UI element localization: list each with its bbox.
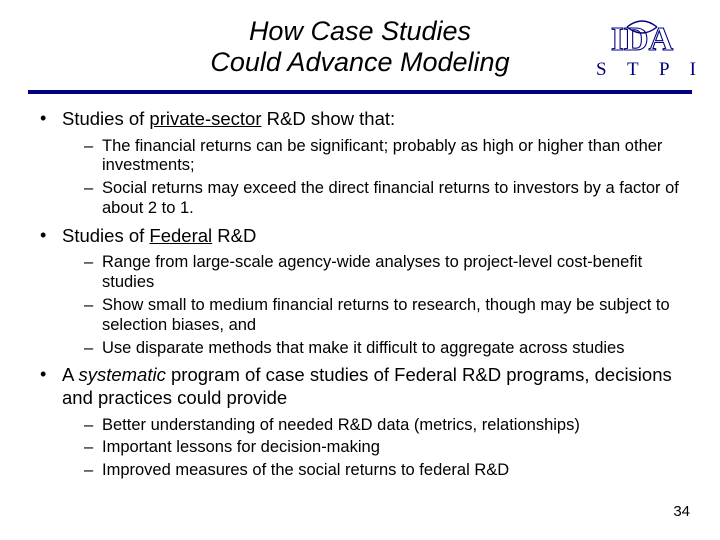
sub-list: Range from large-scale agency-wide analy… xyxy=(62,253,692,358)
ida-logo-icon: IDA xyxy=(603,16,681,56)
title-line-1: How Case Studies xyxy=(128,16,592,47)
sub-item: Show small to medium financial returns t… xyxy=(62,296,692,336)
sub-list: Better understanding of needed R&D data … xyxy=(62,416,692,481)
sub-item: Important lessons for decision-making xyxy=(62,438,692,458)
page-number: 34 xyxy=(673,503,690,520)
slide-title: How Case Studies Could Advance Modeling xyxy=(28,16,692,78)
sub-item: Improved measures of the social returns … xyxy=(62,461,692,481)
logo-subtext: S T P I xyxy=(596,59,688,81)
logo: IDA S T P I xyxy=(596,16,688,81)
bullet-text: Studies of private-sector R&D show that: xyxy=(62,108,395,129)
bullet-item: Studies of private-sector R&D show that:… xyxy=(34,108,692,219)
bullet-text: A systematic program of case studies of … xyxy=(62,364,672,408)
bullet-text: Studies of Federal R&D xyxy=(62,225,256,246)
header: How Case Studies Could Advance Modeling … xyxy=(28,16,692,86)
sub-item: Use disparate methods that make it diffi… xyxy=(62,339,692,359)
title-line-2: Could Advance Modeling xyxy=(128,47,592,78)
sub-item: The financial returns can be significant… xyxy=(62,137,692,177)
sub-item: Range from large-scale agency-wide analy… xyxy=(62,253,692,293)
svg-text:IDA: IDA xyxy=(611,21,674,56)
slide: How Case Studies Could Advance Modeling … xyxy=(0,0,720,540)
sub-item: Social returns may exceed the direct fin… xyxy=(62,179,692,219)
bullet-list: Studies of private-sector R&D show that:… xyxy=(34,108,692,481)
sub-item: Better understanding of needed R&D data … xyxy=(62,416,692,436)
sub-list: The financial returns can be significant… xyxy=(62,137,692,219)
body: Studies of private-sector R&D show that:… xyxy=(28,94,692,481)
bullet-item: Studies of Federal R&D Range from large-… xyxy=(34,225,692,359)
bullet-item: A systematic program of case studies of … xyxy=(34,364,692,481)
